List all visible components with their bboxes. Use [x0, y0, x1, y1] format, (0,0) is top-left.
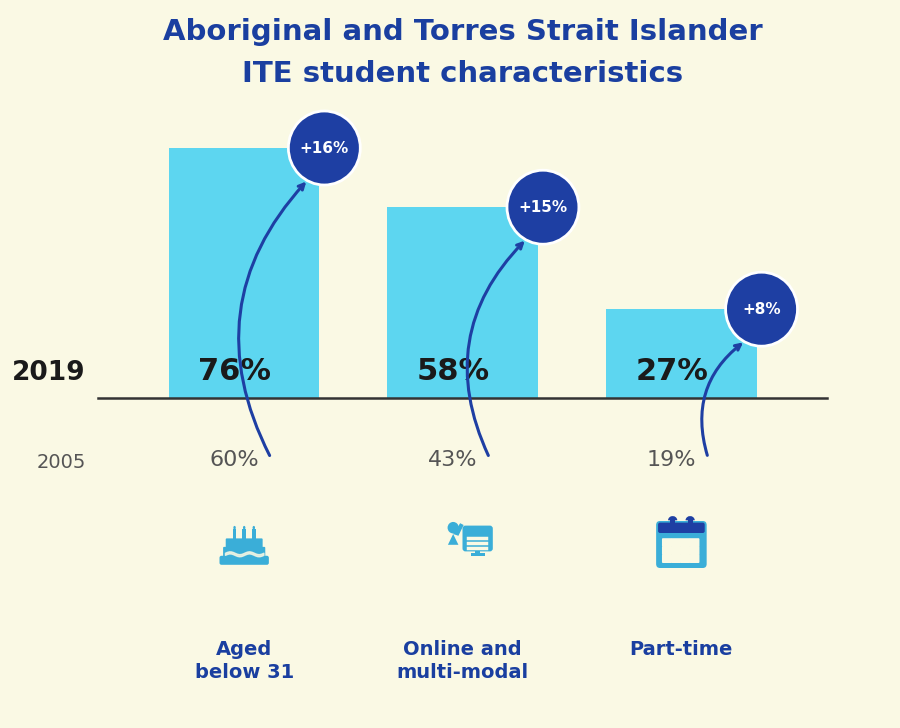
Text: Aboriginal and Torres Strait Islander: Aboriginal and Torres Strait Islander: [163, 18, 762, 46]
FancyBboxPatch shape: [680, 538, 690, 547]
Bar: [242, 529, 246, 539]
Ellipse shape: [253, 526, 255, 529]
Text: +16%: +16%: [300, 141, 349, 156]
Text: 19%: 19%: [647, 450, 697, 470]
Bar: [688, 521, 693, 526]
Text: Aged
below 31: Aged below 31: [194, 640, 293, 683]
Bar: [606, 309, 757, 398]
FancyBboxPatch shape: [689, 546, 699, 555]
Text: ITE student characteristics: ITE student characteristics: [242, 60, 683, 88]
FancyBboxPatch shape: [662, 546, 672, 555]
Bar: [252, 529, 256, 539]
Circle shape: [288, 111, 360, 185]
FancyBboxPatch shape: [680, 546, 690, 555]
Text: Online and
multi-modal: Online and multi-modal: [397, 640, 529, 683]
FancyBboxPatch shape: [226, 539, 263, 549]
FancyBboxPatch shape: [689, 554, 699, 563]
Ellipse shape: [233, 526, 236, 529]
Text: 2005: 2005: [36, 453, 86, 472]
FancyBboxPatch shape: [671, 538, 681, 547]
Text: 2019: 2019: [13, 360, 86, 386]
Circle shape: [447, 522, 459, 534]
Polygon shape: [448, 534, 458, 545]
Bar: [670, 521, 675, 526]
Bar: [169, 148, 320, 398]
FancyBboxPatch shape: [658, 523, 705, 533]
FancyBboxPatch shape: [662, 554, 672, 563]
Text: +8%: +8%: [742, 301, 781, 317]
Circle shape: [725, 272, 797, 347]
Text: 43%: 43%: [428, 450, 478, 470]
Polygon shape: [454, 523, 464, 536]
Text: 27%: 27%: [635, 357, 708, 386]
FancyBboxPatch shape: [463, 526, 493, 551]
FancyBboxPatch shape: [671, 554, 681, 563]
Ellipse shape: [243, 526, 246, 529]
Bar: [471, 553, 484, 555]
Bar: [388, 207, 538, 398]
Text: 58%: 58%: [417, 357, 490, 386]
FancyBboxPatch shape: [680, 554, 690, 563]
Bar: [475, 548, 481, 553]
FancyBboxPatch shape: [656, 521, 707, 568]
Circle shape: [507, 170, 579, 244]
Text: 76%: 76%: [198, 357, 271, 386]
FancyBboxPatch shape: [220, 555, 269, 565]
Text: Part-time: Part-time: [630, 640, 734, 659]
Bar: [233, 529, 237, 539]
FancyBboxPatch shape: [689, 538, 699, 547]
FancyBboxPatch shape: [223, 547, 266, 559]
FancyBboxPatch shape: [671, 546, 681, 555]
Text: +15%: +15%: [518, 199, 568, 215]
Text: 60%: 60%: [210, 450, 259, 470]
FancyBboxPatch shape: [662, 538, 672, 547]
